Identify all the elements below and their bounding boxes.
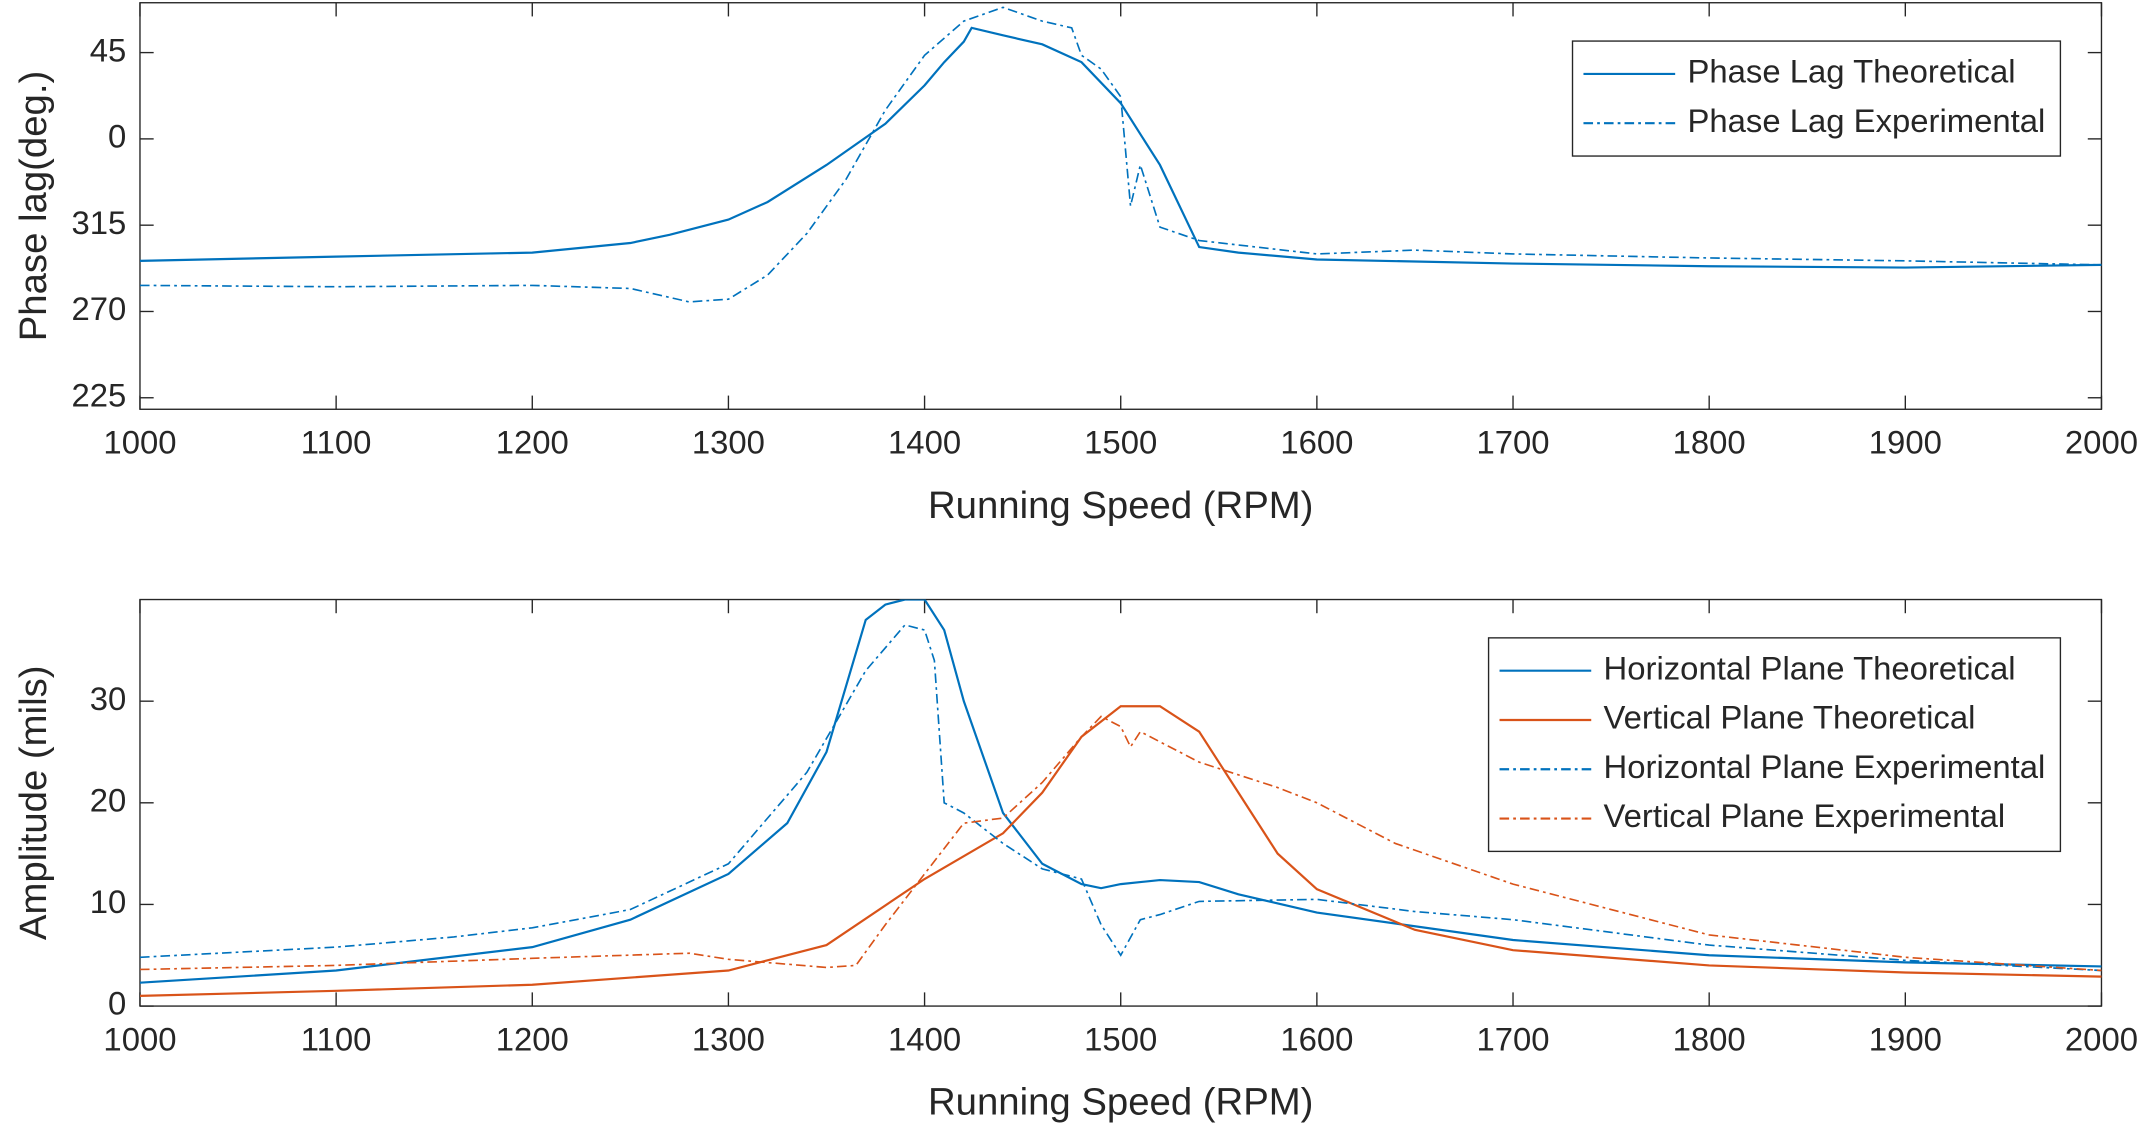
legend-box (1487, 637, 2062, 853)
y-tick-label: 20 (90, 781, 127, 818)
x-tick-label: 1700 (1476, 1020, 1549, 1057)
y-tick-label: 0 (108, 118, 126, 155)
x-tick-label: 1300 (692, 424, 765, 461)
y-axis-label: Amplitude (mils) (12, 665, 55, 940)
x-tick-label: 1800 (1673, 1020, 1746, 1057)
x-tick-label: 1400 (888, 424, 961, 461)
legend-label: Vertical Plane Theoretical (1604, 699, 1976, 736)
x-tick-label: 1200 (496, 424, 569, 461)
x-tick-label: 1400 (888, 1020, 961, 1057)
x-tick-label: 2000 (2065, 1020, 2138, 1057)
x-tick-label: 1600 (1280, 424, 1353, 461)
legend: Phase Lag Theoretical Phase Lag Experimen… (1571, 40, 2062, 157)
legend-label: Phase Lag Theoretical (1687, 53, 2015, 90)
x-tick-label: 1900 (1869, 424, 1942, 461)
x-axis-label: Running Speed (RPM) (928, 484, 1313, 527)
series-line (139, 715, 2102, 972)
x-tick-label: 1700 (1476, 424, 1549, 461)
series-line (139, 624, 2102, 972)
x-tick-label: 1200 (496, 1020, 569, 1057)
legend-label: Vertical Plane Experimental (1604, 797, 2006, 834)
x-tick-label: 1500 (1084, 1020, 1157, 1057)
x-tick-label: 1100 (301, 424, 372, 461)
legend-label: Horizontal Plane Theoretical (1604, 649, 2016, 686)
x-tick-label: 1900 (1869, 1020, 1942, 1057)
y-tick-label: 270 (71, 290, 126, 327)
legend-box (1571, 40, 2062, 157)
y-axis-label: Phase lag(deg.) (12, 71, 55, 342)
x-tick-label: 1100 (301, 1020, 372, 1057)
y-tick-label: 10 (90, 883, 127, 920)
series-line (139, 26, 2102, 269)
y-tick-label: 225 (71, 376, 126, 413)
series-line (139, 6, 2102, 303)
x-tick-label: 1000 (103, 424, 176, 461)
x-tick-label: 1500 (1084, 424, 1157, 461)
y-tick-label: 0 (108, 985, 126, 1022)
series-line (139, 705, 2102, 998)
legend-label: Phase Lag Experimental (1687, 102, 2045, 139)
legend-label: Horizontal Plane Experimental (1604, 748, 2046, 785)
x-tick-label: 2000 (2065, 424, 2138, 461)
x-tick-label: 1600 (1280, 1020, 1353, 1057)
y-tick-label: 30 (90, 680, 127, 717)
x-tick-label: 1300 (692, 1020, 765, 1057)
legend: Horizontal Plane Theoretical Vertical Pla… (1487, 637, 2062, 853)
y-tick-label: 45 (90, 31, 127, 68)
y-tick-label: 315 (71, 204, 126, 241)
x-tick-label: 1000 (103, 1020, 176, 1057)
x-axis-label: Running Speed (RPM) (928, 1081, 1313, 1124)
x-tick-label: 1800 (1673, 424, 1746, 461)
series-line (139, 599, 2102, 984)
